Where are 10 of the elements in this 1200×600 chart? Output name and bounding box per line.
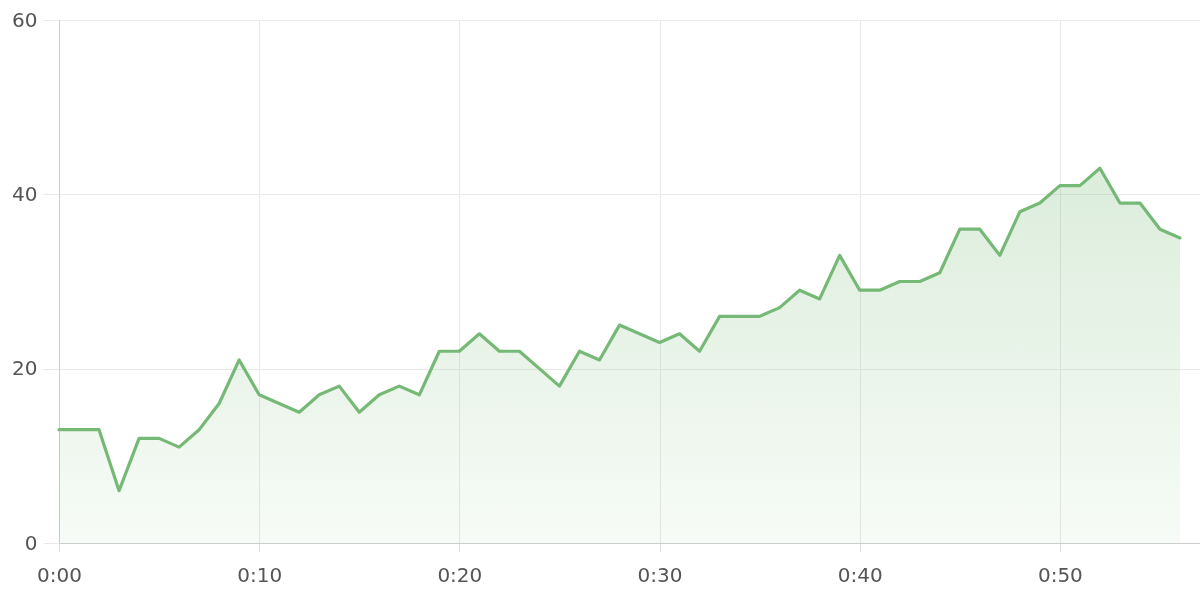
x-tick-label: 0:40 [837, 562, 883, 587]
x-tick-label: 0:00 [37, 562, 82, 587]
y-tick-label: 0 [24, 530, 38, 555]
y-tick-label: 20 [12, 356, 38, 381]
x-tick-label: 0:10 [237, 562, 283, 587]
x-tick-label: 0:50 [1037, 562, 1083, 587]
y-tick-label: 40 [12, 181, 38, 206]
x-tick-label: 0:20 [437, 562, 483, 587]
y-tick-label: 60 [12, 7, 38, 32]
x-tick-label: 0:30 [637, 562, 683, 587]
